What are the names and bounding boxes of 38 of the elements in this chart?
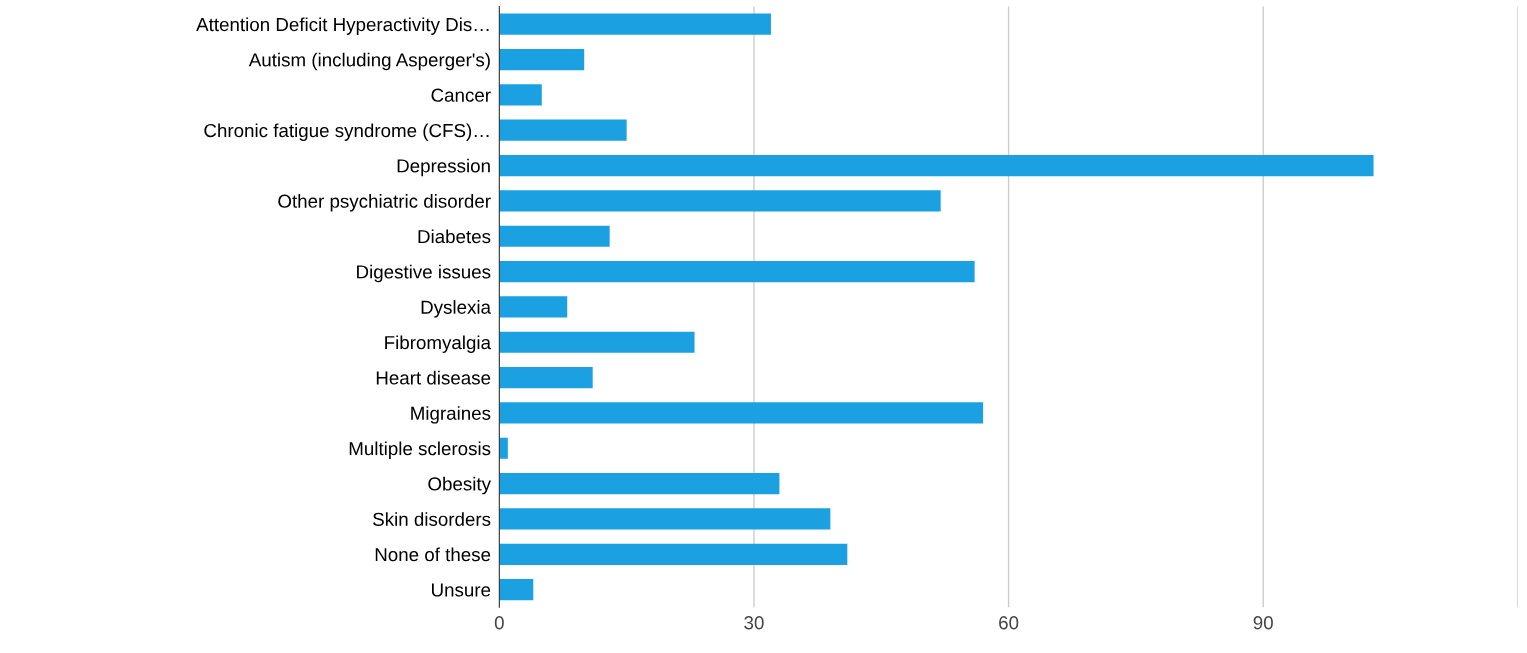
bar [499,437,508,459]
y-tick-label: Dyslexia [421,300,491,318]
bar [499,579,534,601]
y-tick-label: Multiple sclerosis [349,441,491,459]
bar [499,402,984,424]
bar [499,296,568,318]
x-tick-label: 0 [494,616,504,630]
bar [499,225,610,247]
y-tick-label: Fibromyalgia [385,335,491,353]
x-tick-label: 30 [744,616,764,630]
bar [499,260,975,283]
bar [499,366,593,389]
x-tick-label: 60 [999,616,1019,630]
y-tick-label: Migraines [411,406,491,424]
bar [499,508,831,530]
bar [499,154,1374,177]
bar [499,84,542,106]
bar [499,119,627,141]
bar [499,48,585,71]
bar [499,190,941,212]
y-tick-label: Skin disorders [373,512,491,526]
y-tick-label: Digestive issues [357,264,491,283]
bar [499,473,780,495]
y-tick-label: Depression [397,158,490,177]
y-tick-label: Diabetes [418,229,491,244]
bar [499,543,848,565]
y-tick-label: Attention Deficit Hyperactivity Dis… [196,17,489,35]
y-tick-label: Autism (including Asperger's) [248,52,490,71]
y-tick-label: Obesity [428,476,491,495]
bar [499,13,771,35]
y-tick-label: Cancer [431,88,491,102]
x-tick-label: 90 [1253,616,1273,630]
y-tick-label: None of these [375,547,491,562]
bar [499,331,695,353]
y-tick-label: Chronic fatigue syndrome (CFS)… [204,123,489,141]
y-tick-label: Heart disease [376,370,491,385]
y-tick-label: Unsure [432,583,491,597]
y-tick-label: Other psychiatric disorder [278,194,491,212]
